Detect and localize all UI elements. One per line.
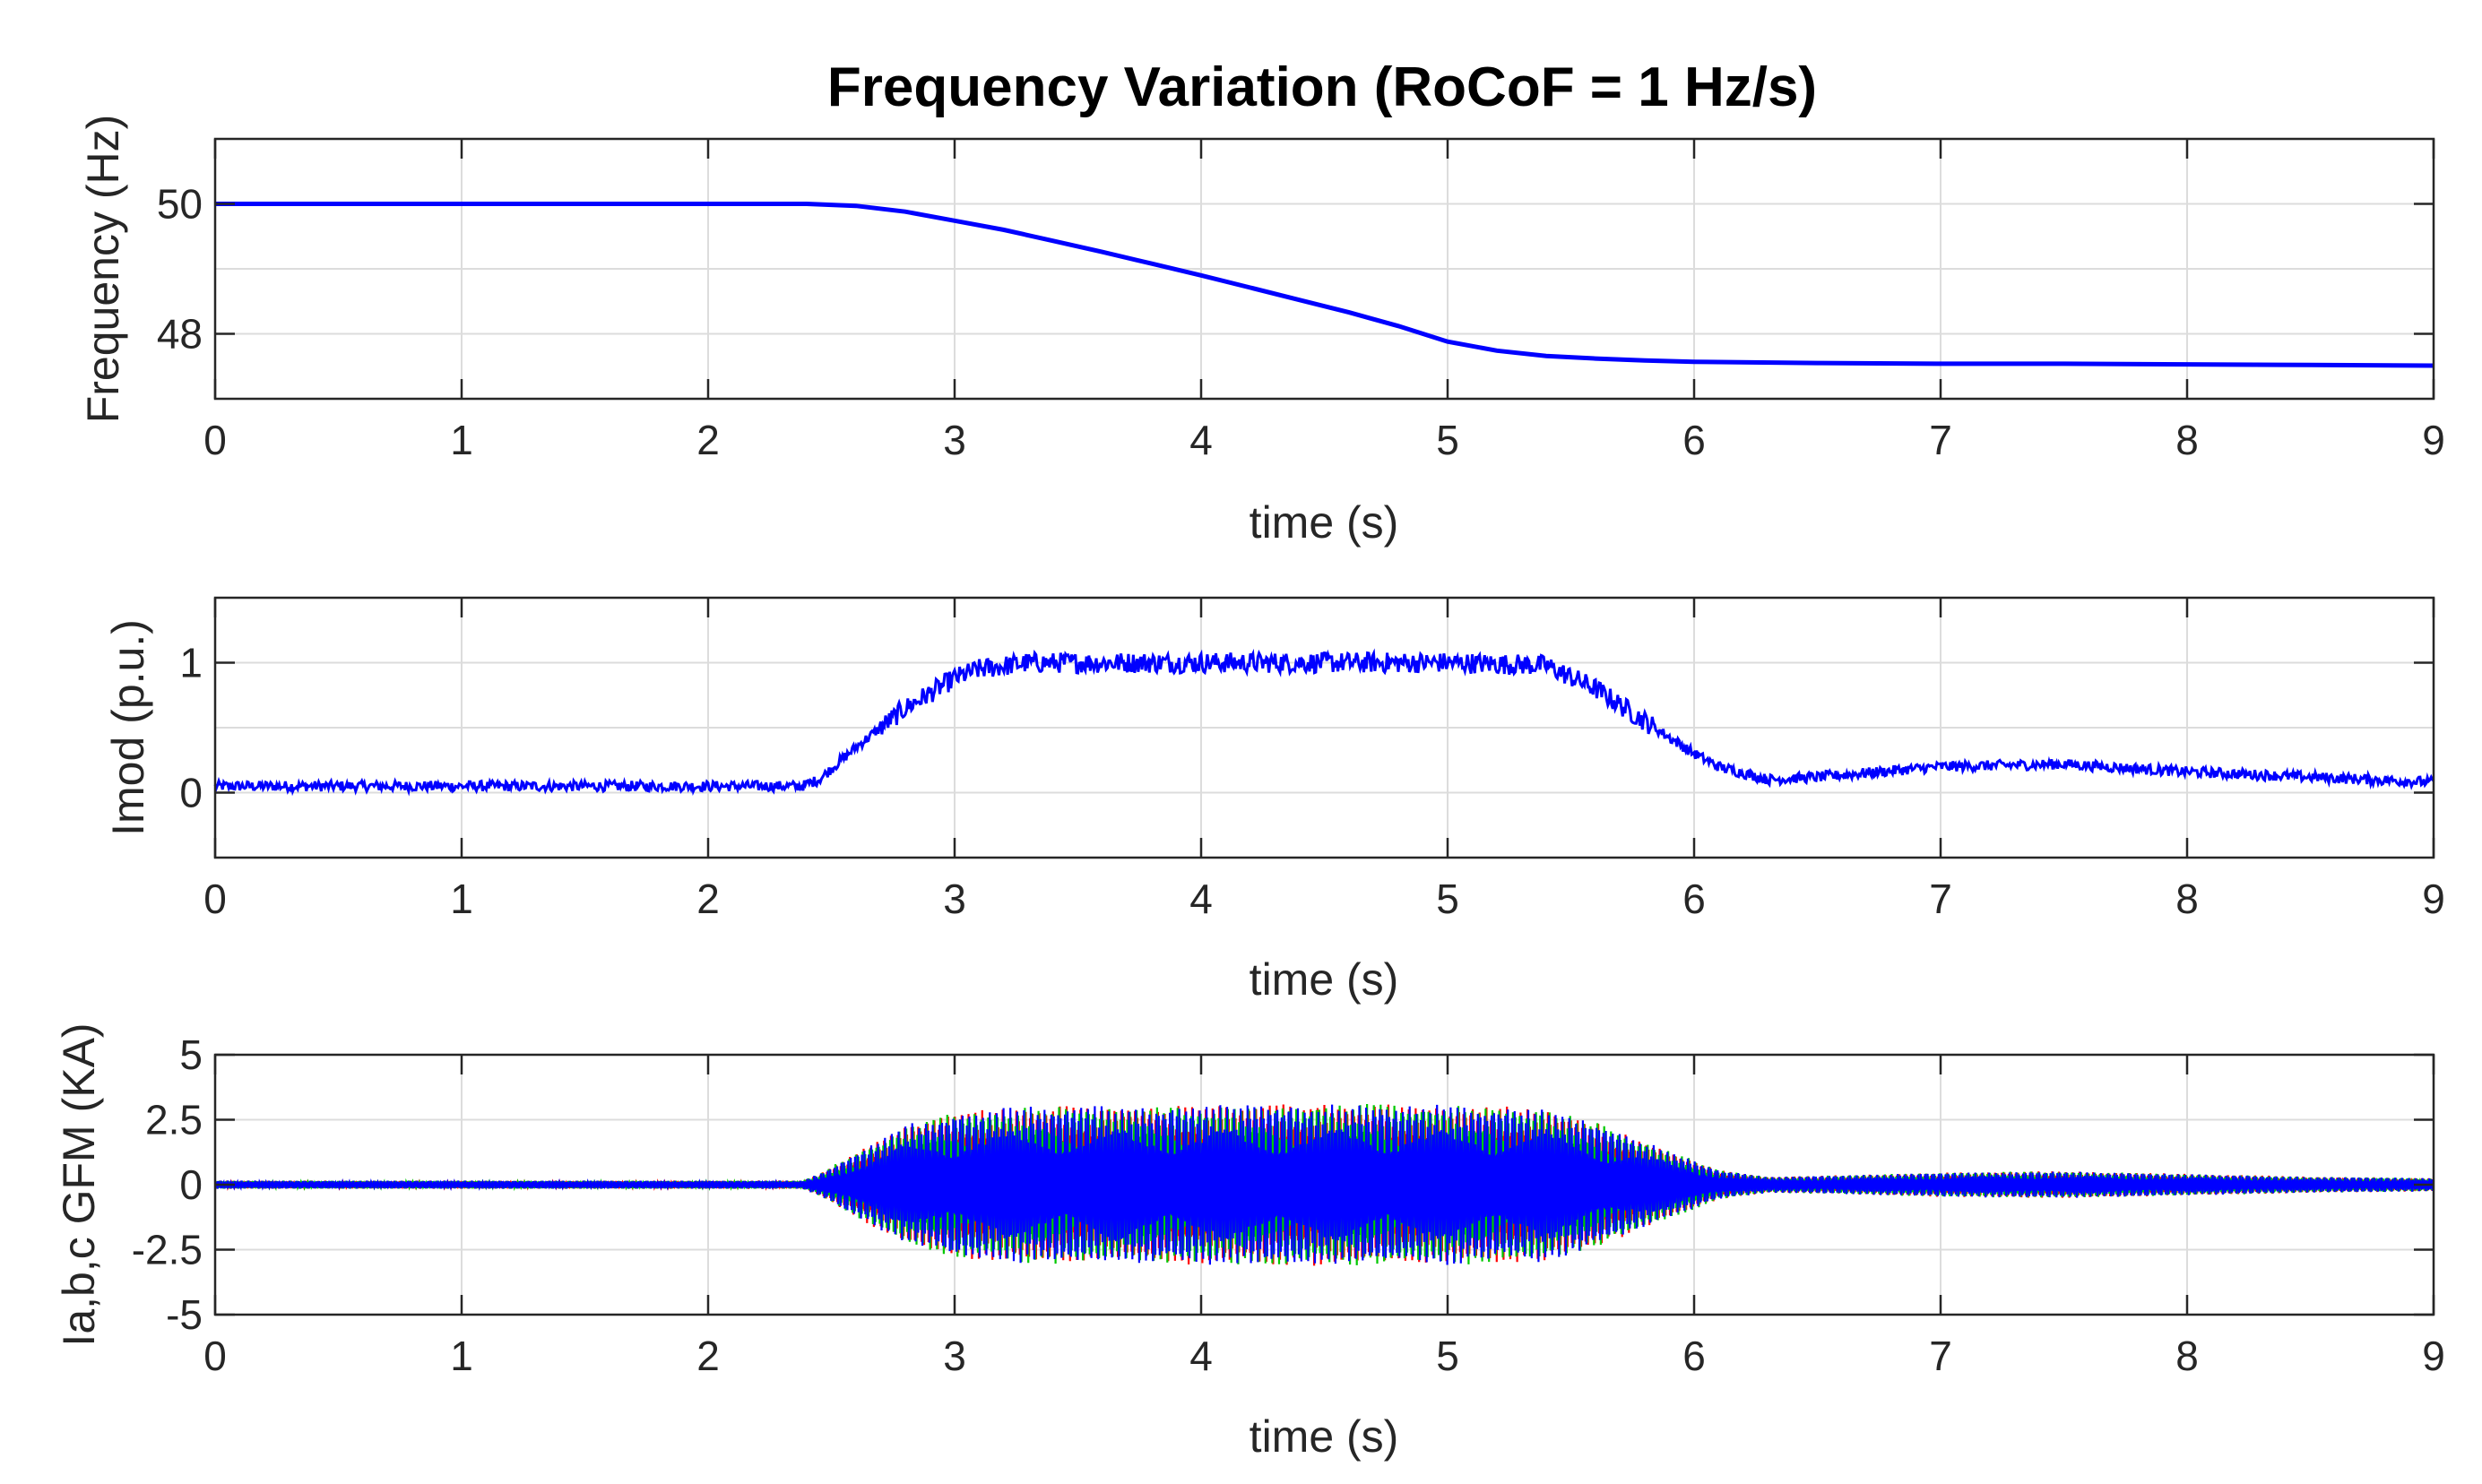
figure-title: Frequency Variation (RoCoF = 1 Hz/s)	[827, 56, 1817, 118]
y-tick-label: 1	[179, 640, 203, 686]
y-tick-label: 50	[157, 181, 203, 228]
frequency-line	[215, 202, 2434, 368]
x-tick-label: 5	[1436, 1333, 1459, 1379]
y-tick-label: 2.5	[145, 1097, 203, 1143]
x-tick-label: 9	[2422, 417, 2445, 463]
x-tick-label: 6	[1682, 876, 1706, 922]
x-tick-label: 7	[1929, 417, 1952, 463]
y-tick-label: 5	[179, 1031, 203, 1078]
frequency-data	[215, 202, 2434, 368]
x-tick-label: 8	[2175, 417, 2199, 463]
x-tick-label: 4	[1189, 417, 1213, 463]
x-tick-label: 8	[2175, 876, 2199, 922]
x-tick-label: 1	[450, 417, 473, 463]
x-tick-label: 1	[450, 1333, 473, 1379]
y-tick-label: -2.5	[132, 1227, 203, 1273]
subplot-currents: 0 1 2 3 4 5 6 7 8 9 -5 -2.5 0 2.5 5 time (s) Ia,b,c GF…	[54, 1022, 2445, 1462]
x-tick-label: 0	[203, 1333, 227, 1379]
currents-x-label: time (s)	[1250, 1411, 1399, 1462]
y-tick-label: 0	[179, 770, 203, 816]
currents-y-label: Ia,b,c GFM (KA)	[54, 1022, 104, 1346]
y-tick-label: 48	[157, 311, 203, 358]
x-tick-label: 7	[1929, 1333, 1952, 1379]
x-tick-label: 0	[203, 417, 227, 463]
frequency-grid	[214, 138, 2434, 400]
x-tick-label: 9	[2422, 1333, 2445, 1379]
imod-line	[213, 648, 2435, 797]
imod-grid	[214, 597, 2434, 858]
imod-data	[213, 648, 2435, 797]
imod-y-label: Imod (p.u.)	[103, 619, 153, 836]
x-tick-label: 5	[1436, 417, 1459, 463]
subplot-frequency: 0 1 2 3 4 5 6 7 8 9 48 50 time (s) Frequency (Hz)	[78, 115, 2445, 548]
subplot-imod: 0 1 2 3 4 5 6 7 8 9 0 1 time (s) Imod (p.u.)	[103, 596, 2445, 1005]
current-line-ic	[213, 1104, 2435, 1265]
x-tick-label: 2	[696, 1333, 720, 1379]
x-tick-label: 4	[1189, 876, 1213, 922]
x-tick-label: 2	[696, 417, 720, 463]
y-tick-label: 0	[179, 1161, 203, 1208]
x-tick-label: 3	[943, 1333, 966, 1379]
axes-frame	[213, 596, 2435, 859]
x-tick-label: 3	[943, 876, 966, 922]
x-tick-label: 2	[696, 876, 720, 922]
axes-frame	[213, 137, 2435, 401]
x-tick-label: 0	[203, 876, 227, 922]
imod-x-label: time (s)	[1250, 954, 1399, 1005]
x-tick-label: 8	[2175, 1333, 2199, 1379]
imod-ticks: 0 1 2 3 4 5 6 7 8 9 0 1	[179, 596, 2445, 922]
x-tick-label: 4	[1189, 1333, 1213, 1379]
y-tick-label: -5	[166, 1291, 203, 1338]
x-tick-label: 7	[1929, 876, 1952, 922]
x-tick-label: 3	[943, 417, 966, 463]
x-tick-label: 6	[1682, 417, 1706, 463]
currents-ticks: 0 1 2 3 4 5 6 7 8 9 -5 -2.5 0 2.5 5	[132, 1031, 2445, 1379]
frequency-ticks: 0 1 2 3 4 5 6 7 8 9 48 50	[157, 137, 2445, 463]
x-tick-label: 9	[2422, 876, 2445, 922]
currents-data	[213, 1103, 2435, 1266]
x-tick-label: 1	[450, 876, 473, 922]
frequency-y-label: Frequency (Hz)	[78, 115, 128, 424]
frequency-x-label: time (s)	[1250, 497, 1399, 548]
x-tick-label: 6	[1682, 1333, 1706, 1379]
x-tick-label: 5	[1436, 876, 1459, 922]
